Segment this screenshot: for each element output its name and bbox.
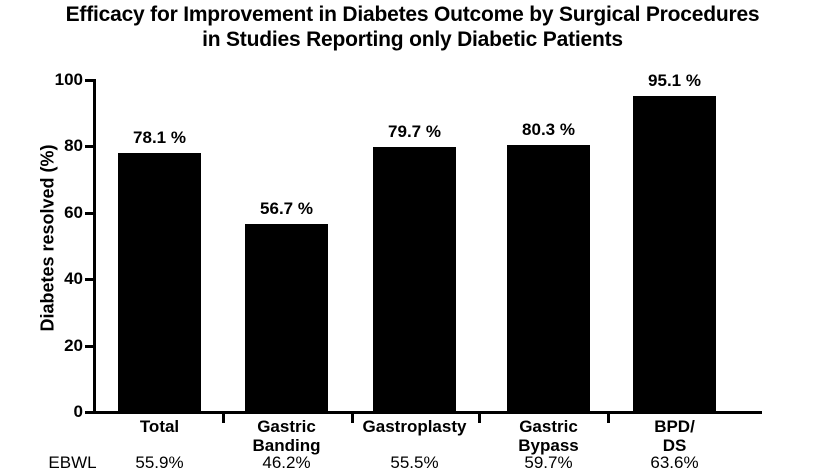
bar: [373, 147, 456, 412]
x-tick: [222, 414, 225, 423]
bar: [245, 224, 328, 412]
chart-title: Efficacy for Improvement in Diabetes Out…: [0, 2, 825, 52]
category-label: Gastric Bypass: [518, 417, 579, 455]
bar-value-label: 80.3 %: [522, 120, 575, 139]
y-tick: [85, 79, 94, 82]
category-label: Gastroplasty: [362, 417, 467, 436]
x-tick: [478, 414, 481, 423]
bar-value-label: 95.1 %: [648, 71, 701, 90]
category-label: Gastric Banding: [252, 417, 321, 455]
bar: [118, 153, 201, 412]
bar-value-label: 79.7 %: [388, 122, 441, 141]
footer-value: 59.7%: [524, 453, 573, 472]
bar: [507, 145, 590, 412]
category-label: Total: [139, 417, 180, 436]
y-tick: [85, 212, 94, 215]
y-axis-line: [93, 79, 96, 414]
bar: [633, 96, 716, 412]
footer-value: 55.5%: [390, 453, 439, 472]
bar-value-label: 78.1 %: [133, 128, 186, 147]
y-tick-label: 80: [64, 136, 83, 155]
y-tick: [85, 145, 94, 148]
y-tick-label: 60: [64, 203, 83, 222]
chart-title-line2: in Studies Reporting only Diabetic Patie…: [202, 28, 623, 51]
footer-value: 46.2%: [262, 453, 311, 472]
y-tick: [85, 278, 94, 281]
y-tick-label: 20: [64, 336, 83, 355]
bar-value-label: 56.7 %: [260, 199, 313, 218]
y-tick: [85, 345, 94, 348]
x-axis-line: [93, 411, 762, 414]
y-tick: [85, 411, 94, 414]
footer-label: EBWL: [48, 453, 97, 472]
x-tick: [351, 414, 354, 423]
y-tick-label: 40: [64, 269, 83, 288]
category-label: BPD/ DS: [654, 417, 695, 455]
x-tick: [607, 414, 610, 423]
chart-title-line1: Efficacy for Improvement in Diabetes Out…: [65, 3, 760, 26]
footer-value: 55.9%: [135, 453, 184, 472]
footer-value: 63.6%: [650, 453, 699, 472]
y-tick-label: 100: [54, 70, 83, 89]
y-axis-title: Diabetes resolved (%): [37, 144, 58, 332]
y-tick-label: 0: [73, 402, 83, 421]
